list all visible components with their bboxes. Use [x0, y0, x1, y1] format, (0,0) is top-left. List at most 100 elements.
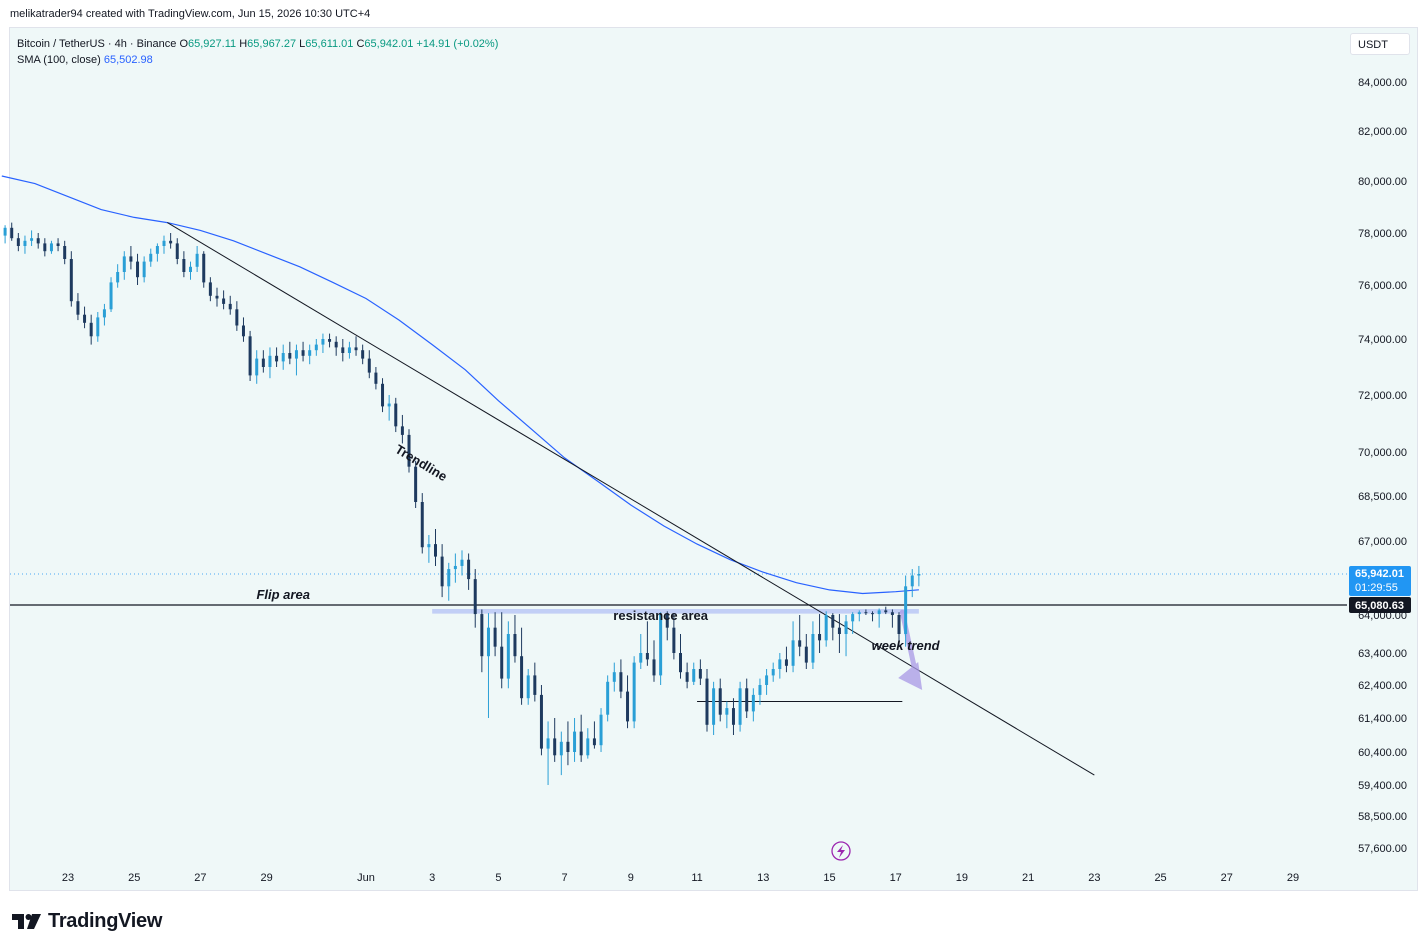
last-price-badge-value: 65,942.01 — [1355, 568, 1404, 580]
tradingview-wordmark: TradingView — [48, 909, 163, 932]
candle-body — [228, 303, 232, 310]
candle — [573, 718, 577, 762]
candle-body — [334, 341, 338, 348]
candle — [632, 656, 636, 729]
candle — [169, 233, 173, 249]
y-axis-tick-label: 61,400.00 — [1358, 713, 1407, 725]
candle-body — [182, 259, 186, 272]
currency-button[interactable]: USDT — [1350, 33, 1410, 55]
candle-body — [493, 627, 497, 647]
candle-body — [745, 688, 749, 712]
candle-body — [778, 659, 782, 669]
candle-body — [612, 672, 616, 682]
candle — [215, 287, 219, 307]
candle — [665, 611, 669, 641]
tradingview-logo[interactable]: TradingView — [12, 908, 162, 934]
candle — [811, 621, 815, 669]
candle — [414, 460, 418, 508]
candle — [857, 610, 861, 622]
candle-body — [539, 694, 543, 749]
candle — [129, 246, 133, 270]
candle-body — [520, 656, 524, 699]
candle — [738, 681, 742, 732]
candle — [467, 553, 471, 590]
x-axis-tick-label: 3 — [429, 872, 435, 884]
legend-close-value: 65,942.01 — [364, 38, 414, 50]
candle — [155, 243, 159, 262]
y-axis-tick-label: 63,400.00 — [1358, 648, 1407, 660]
last-price-badge-bg — [1349, 565, 1411, 596]
candle-body — [10, 227, 14, 239]
candle — [639, 634, 643, 669]
candle — [367, 350, 371, 379]
candle — [579, 714, 583, 762]
candle — [222, 290, 226, 310]
candle — [586, 728, 590, 759]
legend-high-value: 65,967.27 — [247, 38, 297, 50]
candle-body — [374, 372, 378, 384]
legend-sma-row[interactable]: SMA (100, close) 65,502.98 — [17, 52, 498, 68]
candle — [235, 301, 239, 331]
candle — [897, 612, 901, 647]
x-axis-tick-label: 25 — [128, 872, 140, 884]
candle — [321, 333, 325, 353]
y-axis-tick-label: 84,000.00 — [1358, 77, 1407, 89]
candle — [486, 613, 490, 718]
candle — [189, 261, 192, 280]
candle-body — [347, 347, 351, 353]
candle-body — [294, 350, 298, 359]
candle-body — [871, 613, 875, 615]
y-axis-tick-label: 70,000.00 — [1358, 447, 1407, 459]
candle-body — [599, 714, 603, 746]
candle-body — [652, 659, 656, 676]
y-axis-tick-label: 80,000.00 — [1358, 176, 1407, 188]
candle — [241, 317, 245, 342]
chart-author-header: melikatrader94 created with TradingView.… — [10, 8, 371, 20]
chart-pane[interactable] — [9, 27, 1418, 891]
candle-body — [56, 243, 60, 246]
candle — [831, 613, 835, 641]
candle — [175, 238, 179, 265]
candle-body — [811, 634, 815, 663]
candle-body — [758, 685, 762, 695]
candle — [645, 621, 649, 666]
candle — [288, 341, 292, 365]
legend-symbol[interactable]: Bitcoin / TetherUS · 4h · Binance — [17, 38, 177, 50]
candle-body — [301, 350, 305, 356]
candle — [513, 615, 517, 663]
candle — [341, 339, 345, 362]
candle-body — [738, 688, 742, 725]
candle — [566, 721, 570, 766]
candle-body — [526, 675, 530, 699]
x-axis-tick-label: 27 — [1221, 872, 1233, 884]
candle-body — [506, 634, 510, 679]
legend-ohlc-row: Bitcoin / TetherUS · 4h · Binance O65,92… — [17, 36, 498, 52]
candle-body — [387, 403, 391, 407]
legend-change: +14.91 (+0.02%) — [416, 38, 499, 50]
candle-body — [890, 612, 894, 615]
candle-body — [314, 344, 318, 351]
last-price-badge: 65,942.01 01:29:55 — [1349, 565, 1411, 596]
candle-body — [30, 238, 34, 241]
candle-body — [447, 569, 451, 587]
candle — [877, 608, 881, 628]
candle — [626, 675, 630, 729]
candle-body — [434, 544, 437, 557]
candle-body — [83, 314, 87, 323]
candle-body — [440, 556, 444, 587]
candle — [473, 569, 477, 628]
candle — [612, 662, 616, 692]
candle — [36, 233, 40, 249]
candle — [871, 611, 875, 622]
candle-body — [639, 653, 643, 663]
candle — [261, 350, 265, 373]
candle — [692, 662, 696, 685]
candle-body — [142, 261, 146, 278]
candle-body — [328, 339, 332, 342]
candle — [778, 653, 782, 679]
candle-layer — [3, 222, 921, 785]
candle-body — [149, 253, 153, 262]
resistance-area-label: resistance area — [613, 608, 708, 623]
candle-body — [222, 298, 226, 304]
